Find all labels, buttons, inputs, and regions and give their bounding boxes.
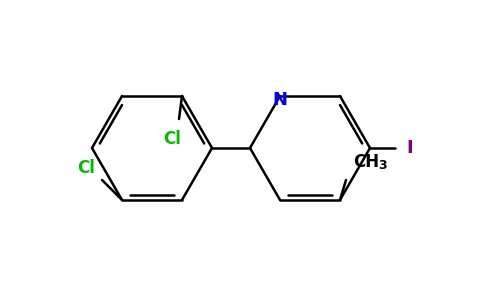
Text: 3: 3 xyxy=(378,160,387,172)
Text: I: I xyxy=(407,139,413,157)
Text: Cl: Cl xyxy=(77,159,95,177)
Text: CH: CH xyxy=(353,153,379,171)
Text: N: N xyxy=(272,91,287,109)
Text: Cl: Cl xyxy=(163,130,181,148)
